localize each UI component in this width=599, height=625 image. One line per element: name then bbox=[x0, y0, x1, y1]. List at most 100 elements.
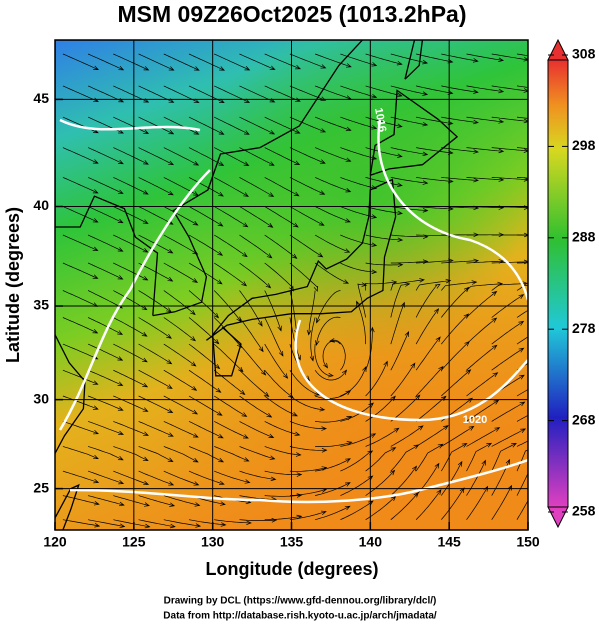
streamline bbox=[62, 234, 99, 251]
streamline bbox=[213, 369, 246, 395]
streamline bbox=[188, 317, 220, 345]
streamline bbox=[491, 428, 527, 447]
streamline bbox=[113, 470, 150, 486]
streamline bbox=[62, 206, 99, 223]
colorbar-tick-label: 308 bbox=[572, 46, 596, 62]
streamline bbox=[113, 262, 149, 281]
streamline bbox=[113, 519, 151, 529]
streamline bbox=[365, 147, 403, 158]
streamline bbox=[365, 177, 403, 188]
streamline bbox=[113, 317, 148, 337]
streamline bbox=[516, 85, 528, 88]
streamline bbox=[214, 53, 251, 71]
streamline bbox=[441, 425, 475, 447]
coastline bbox=[369, 89, 459, 176]
streamline bbox=[390, 278, 425, 291]
streamline bbox=[239, 343, 267, 376]
streamline bbox=[188, 519, 227, 527]
streamline bbox=[365, 262, 404, 268]
streamline bbox=[188, 234, 224, 256]
x-axis-label: Longitude (degrees) bbox=[205, 559, 378, 579]
streamline bbox=[163, 395, 199, 415]
streamline bbox=[466, 116, 505, 124]
streamline bbox=[415, 443, 444, 472]
streamline bbox=[314, 234, 351, 253]
streamline bbox=[516, 499, 528, 520]
streamline bbox=[289, 446, 328, 453]
y-tick-label: 30 bbox=[33, 390, 49, 406]
streamline bbox=[517, 262, 528, 264]
streamline bbox=[163, 446, 199, 463]
streamline bbox=[62, 395, 99, 410]
streamline bbox=[390, 465, 417, 496]
streamline bbox=[87, 147, 124, 165]
streamline bbox=[390, 362, 416, 397]
streamline bbox=[88, 519, 126, 529]
streamline bbox=[289, 234, 324, 258]
streamline bbox=[516, 449, 528, 472]
streamline bbox=[365, 234, 404, 243]
streamline bbox=[138, 343, 173, 365]
streamline bbox=[87, 234, 124, 252]
streamline bbox=[415, 308, 440, 345]
streamline bbox=[188, 421, 224, 439]
streamline bbox=[163, 234, 199, 255]
coastline bbox=[55, 334, 86, 454]
streamline bbox=[62, 116, 99, 134]
streamline bbox=[365, 206, 403, 216]
streamline bbox=[163, 262, 199, 283]
plot-frame bbox=[54, 39, 529, 531]
streamline bbox=[264, 53, 301, 70]
streamline bbox=[88, 495, 125, 507]
streamline bbox=[441, 369, 472, 397]
streamlines bbox=[62, 53, 528, 529]
streamline bbox=[62, 470, 100, 484]
streamline bbox=[390, 147, 429, 157]
streamline bbox=[113, 421, 149, 436]
streamline bbox=[289, 147, 326, 164]
streamline bbox=[390, 53, 429, 65]
streamline bbox=[113, 343, 148, 363]
streamline bbox=[309, 317, 316, 362]
streamline bbox=[264, 262, 294, 292]
streamline bbox=[138, 446, 174, 463]
streamline bbox=[138, 369, 173, 389]
streamline bbox=[466, 372, 499, 397]
streamline bbox=[163, 206, 199, 226]
streamline bbox=[390, 85, 429, 96]
field bbox=[55, 40, 528, 530]
streamline bbox=[163, 495, 201, 507]
streamline bbox=[466, 427, 501, 447]
streamline bbox=[441, 443, 468, 472]
streamline bbox=[138, 262, 174, 282]
streamline bbox=[356, 300, 366, 345]
streamline bbox=[264, 493, 303, 498]
colorbar-extend bbox=[547, 38, 569, 61]
streamline bbox=[62, 369, 99, 385]
streamline bbox=[113, 147, 149, 165]
streamline bbox=[163, 53, 200, 71]
streamline bbox=[289, 510, 327, 521]
streamline bbox=[113, 177, 149, 195]
streamline bbox=[466, 85, 505, 94]
streamline bbox=[329, 338, 346, 371]
streamline bbox=[415, 425, 449, 447]
streamline bbox=[138, 290, 172, 313]
streamline bbox=[239, 470, 277, 482]
streamline bbox=[239, 421, 275, 438]
colorbar-extend bbox=[547, 506, 569, 529]
streamline bbox=[340, 475, 374, 496]
x-tick-label: 135 bbox=[280, 534, 304, 550]
streamline bbox=[415, 278, 452, 291]
streamline bbox=[415, 336, 441, 371]
streamline bbox=[491, 401, 526, 422]
streamline bbox=[188, 147, 225, 166]
streamline bbox=[516, 440, 528, 447]
streamline bbox=[340, 365, 367, 397]
streamline bbox=[113, 395, 149, 412]
streamline bbox=[306, 290, 316, 336]
streamline bbox=[314, 206, 351, 223]
streamline bbox=[213, 317, 243, 349]
streamline bbox=[87, 317, 124, 335]
streamline bbox=[466, 177, 505, 182]
